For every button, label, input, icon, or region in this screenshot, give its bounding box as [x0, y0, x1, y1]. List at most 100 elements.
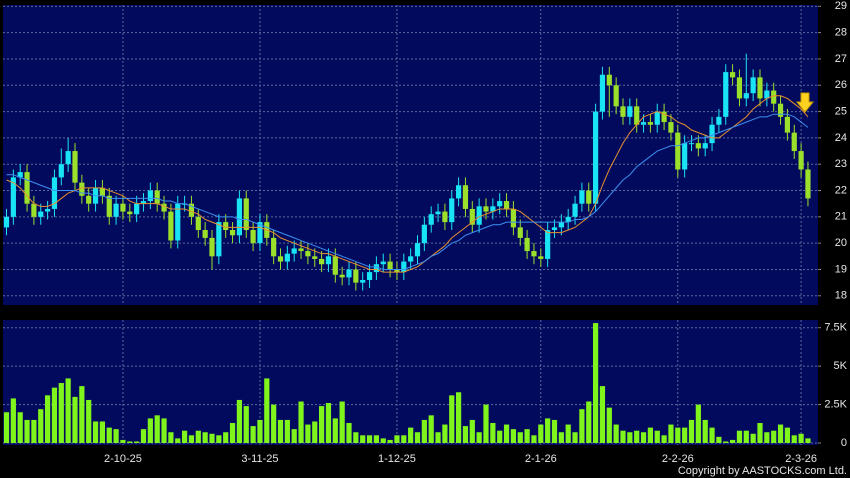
volume-bar [702, 419, 708, 443]
candle-body [373, 264, 379, 273]
candle-body [517, 227, 523, 238]
y-tick-label: 24 [835, 132, 847, 144]
candle-body [476, 206, 482, 225]
volume-bar [538, 424, 544, 443]
volume-bar [161, 418, 167, 443]
volume-bar [134, 441, 140, 443]
candle-body [736, 77, 743, 99]
volume-bar [229, 423, 236, 443]
y-tick-label: 28 [835, 27, 847, 39]
volume-bar [777, 424, 784, 443]
volume-bar [791, 435, 797, 443]
volume-bar [182, 430, 188, 443]
volume-bar [414, 432, 421, 443]
candle-body [24, 172, 30, 204]
candle-body [791, 132, 797, 152]
volume-bar [31, 419, 37, 443]
volume-bar [216, 435, 222, 443]
candle-body [627, 106, 633, 117]
candle-body [538, 256, 544, 259]
candle-body [319, 258, 325, 265]
volume-bar [599, 386, 606, 443]
volume-bar [606, 407, 612, 443]
candle-body [490, 206, 496, 212]
volume-bar [750, 433, 756, 443]
candle-body [257, 222, 263, 244]
volume-bar [387, 439, 393, 443]
candle-body [353, 269, 359, 283]
candle-body [339, 274, 345, 278]
volume-bar [435, 432, 441, 443]
candle-body [17, 172, 23, 178]
candle-body [312, 256, 318, 259]
candle-body [58, 164, 64, 178]
volume-bar [456, 392, 462, 443]
volume-bar [723, 441, 729, 443]
candle-body [134, 203, 140, 215]
volume-bar [476, 432, 482, 443]
candle-body [593, 111, 599, 204]
average-line [6, 113, 809, 270]
volume-bar [175, 438, 181, 443]
volume-bar [332, 418, 338, 443]
x-tick-label: 2-1-26 [525, 453, 557, 465]
volume-bar [147, 418, 153, 443]
volume-bar [353, 432, 359, 443]
volume-bar [291, 429, 297, 443]
candle-body [120, 203, 126, 212]
volume-bar [168, 432, 174, 443]
candle-body [743, 93, 749, 99]
volume-bar [277, 419, 284, 443]
volume-bar [654, 430, 660, 443]
volume-bar [524, 429, 530, 443]
volume-bar [264, 378, 270, 443]
candle-body [551, 227, 558, 230]
volume-bar [284, 419, 290, 443]
volume-bar [695, 404, 701, 443]
signal-arrow [795, 92, 815, 113]
candle-body [31, 203, 37, 217]
candle-body [531, 251, 537, 257]
candle-body [456, 185, 462, 199]
volume-bar [442, 424, 448, 443]
candle-body [127, 211, 133, 215]
candle-body [449, 198, 455, 223]
volume-bar [469, 419, 475, 443]
volume-bar [613, 424, 619, 443]
y-tick-label: 22 [835, 184, 847, 196]
volume-bar [366, 435, 373, 443]
volume-bar [312, 421, 318, 443]
volume-bar [3, 412, 10, 443]
candle-body [599, 74, 606, 112]
plot: 18 19 20 21 22 23 24 25 26 27 28 29 0 2.5K 5K 7.5K 2-10-… [3, 0, 848, 465]
y-tick-label: 7.5K [824, 322, 847, 334]
volume-bar [401, 435, 407, 443]
candle-body [661, 111, 667, 123]
candle-body [764, 90, 770, 99]
candle-body [428, 214, 434, 225]
volume-bar [510, 429, 516, 443]
candle-body [168, 211, 174, 241]
candle-body [497, 201, 503, 207]
candle-body [469, 208, 475, 225]
volume-bar [730, 439, 736, 443]
candle-body [545, 230, 551, 259]
candle-body [606, 74, 612, 86]
candle-body [99, 187, 105, 196]
candle-body [586, 190, 592, 204]
candle-body [524, 237, 530, 252]
volume-bar [17, 412, 23, 443]
candle-body [654, 111, 660, 125]
volume-bar [394, 435, 400, 443]
volume-bar [65, 378, 71, 443]
candle-body [510, 208, 516, 228]
candle-body [45, 208, 51, 212]
candle-body [277, 256, 284, 262]
candle-body [723, 72, 729, 117]
volume-bar [668, 424, 674, 443]
candle-body [757, 77, 763, 99]
candle-body [79, 182, 85, 196]
candle-body [10, 177, 16, 217]
y-tick-label: 18 [835, 290, 847, 302]
